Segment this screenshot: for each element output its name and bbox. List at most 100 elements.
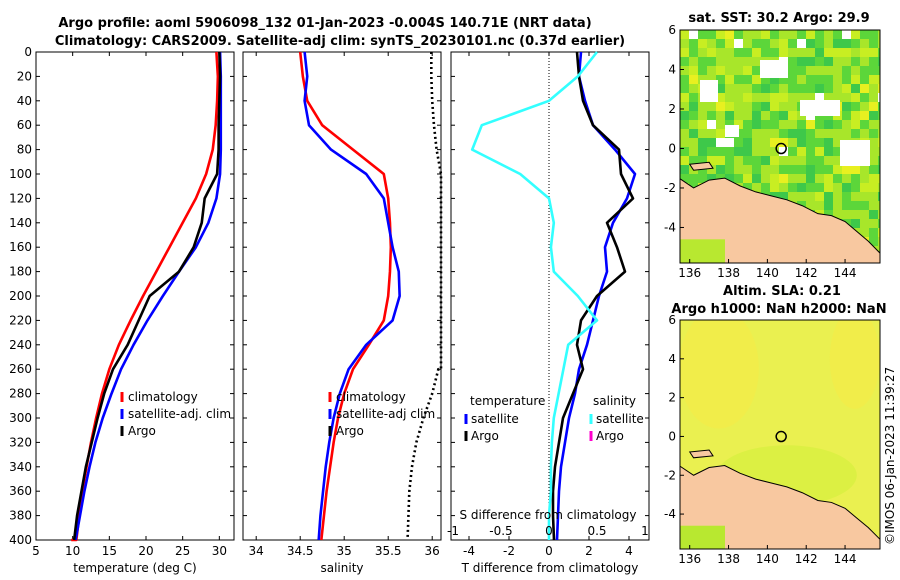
sst-cell: [788, 129, 797, 138]
profile-panels: 0204060801001201401601802002202402602803…: [9, 45, 650, 575]
sst-cell: [824, 120, 833, 129]
sst-cell: [770, 183, 779, 192]
sst-cell: [734, 75, 743, 84]
sst-cell: [752, 174, 761, 183]
sst-cell: [815, 75, 824, 84]
sst-cell: [797, 66, 806, 75]
sla_map-xtick-label: 136: [678, 552, 701, 566]
sst_map-box: [679, 29, 881, 264]
difference-series-s-satellite: [470, 51, 599, 540]
sst-cell: [707, 156, 716, 165]
sst-cell: [698, 39, 707, 48]
depth-tick-label: 240: [9, 338, 32, 352]
sst-cell: [878, 165, 880, 174]
sst-cell: [716, 30, 725, 39]
map-sla_map: 6 4 2 0 -2 -4 136 138 140 142 144: [664, 313, 881, 566]
sst-cell: [860, 93, 869, 102]
sst-cell: [842, 84, 851, 93]
sla_map-argo-marker: [775, 430, 787, 443]
sst-cell: [869, 165, 878, 174]
sst-cell: [779, 75, 788, 84]
sst-cell: [842, 30, 851, 39]
sst-cell: [761, 75, 770, 84]
sst-cell: [860, 48, 869, 57]
sst-cell: [770, 174, 779, 183]
sst-cell: [716, 84, 725, 93]
sst-cell: [788, 183, 797, 192]
sst-cell: [752, 48, 761, 57]
sst-cell: [851, 102, 860, 111]
temperature-axes-box: [35, 51, 235, 541]
sst-cell: [869, 57, 878, 66]
sla-field-blob: [829, 320, 880, 409]
sst-cell: [788, 165, 797, 174]
sst-cell: [734, 39, 743, 48]
sst-cell: [761, 48, 770, 57]
temperature-xtick-label: 15: [102, 544, 117, 558]
legend-salinity-label: satellite: [596, 412, 644, 426]
sst-missing-patch: [700, 80, 718, 102]
sst-cell: [824, 201, 833, 210]
sst-cell: [824, 210, 833, 219]
sst-cell: [680, 57, 689, 66]
salinity-series-satellite-adj-clim: [303, 51, 401, 541]
legend-salinity-title: salinity: [593, 394, 636, 408]
sst-cell: [689, 30, 698, 39]
sst-cell: [788, 39, 797, 48]
sst-cell: [698, 120, 707, 129]
sst-cell: [725, 147, 734, 156]
sst-cell: [806, 30, 815, 39]
depth-tick-label: 180: [9, 265, 32, 279]
sst-cell: [842, 75, 851, 84]
difference-xtick-label: 0: [545, 544, 553, 558]
sst-cell: [680, 30, 689, 39]
sst-cell: [707, 138, 716, 147]
sst-cell: [716, 138, 725, 147]
sst-cell: [734, 147, 743, 156]
sst-cell: [770, 120, 779, 129]
sst-cell: [869, 183, 878, 192]
sst-cell: [770, 156, 779, 165]
sst-cell: [716, 147, 725, 156]
sst-cell: [851, 30, 860, 39]
sst-cell: [842, 48, 851, 57]
sst-cell: [833, 165, 842, 174]
sst-cell: [824, 183, 833, 192]
sst-cell: [770, 48, 779, 57]
sst-cell: [878, 174, 880, 183]
sst-cell: [752, 66, 761, 75]
sst-cell: [851, 39, 860, 48]
sst-cell: [815, 120, 824, 129]
sst-cell: [761, 120, 770, 129]
sst-cell: [851, 75, 860, 84]
sst-cell: [689, 66, 698, 75]
sst-cell: [779, 129, 788, 138]
sst-cell: [788, 147, 797, 156]
sla_map-ytick-label: -2: [664, 468, 676, 482]
sst-cell: [824, 75, 833, 84]
sst-cell: [680, 156, 689, 165]
sst-cell: [788, 75, 797, 84]
sst-cell: [689, 111, 698, 120]
sst-cell: [851, 57, 860, 66]
sst-cell: [752, 120, 761, 129]
sst-cell: [869, 66, 878, 75]
sst-cell: [869, 129, 878, 138]
sst-cell: [860, 111, 869, 120]
sst-cell: [878, 156, 880, 165]
sst-cell: [725, 75, 734, 84]
sst-cell: [806, 138, 815, 147]
sst-cell: [842, 201, 851, 210]
sla_map-xtick-label: 138: [717, 552, 740, 566]
sst-cell: [878, 138, 880, 147]
sst-cell: [833, 39, 842, 48]
sst-cell: [770, 75, 779, 84]
sst-cell: [815, 30, 824, 39]
sst-cell: [788, 111, 797, 120]
sst-cell: [797, 147, 806, 156]
imos-watermark: ©IMOS 06-Jan-2023 11:39:27: [883, 367, 897, 545]
sst-cell: [788, 66, 797, 75]
sst-cell: [851, 120, 860, 129]
salinity-series-climatology: [298, 51, 393, 541]
sst_map-island: [688, 161, 714, 171]
